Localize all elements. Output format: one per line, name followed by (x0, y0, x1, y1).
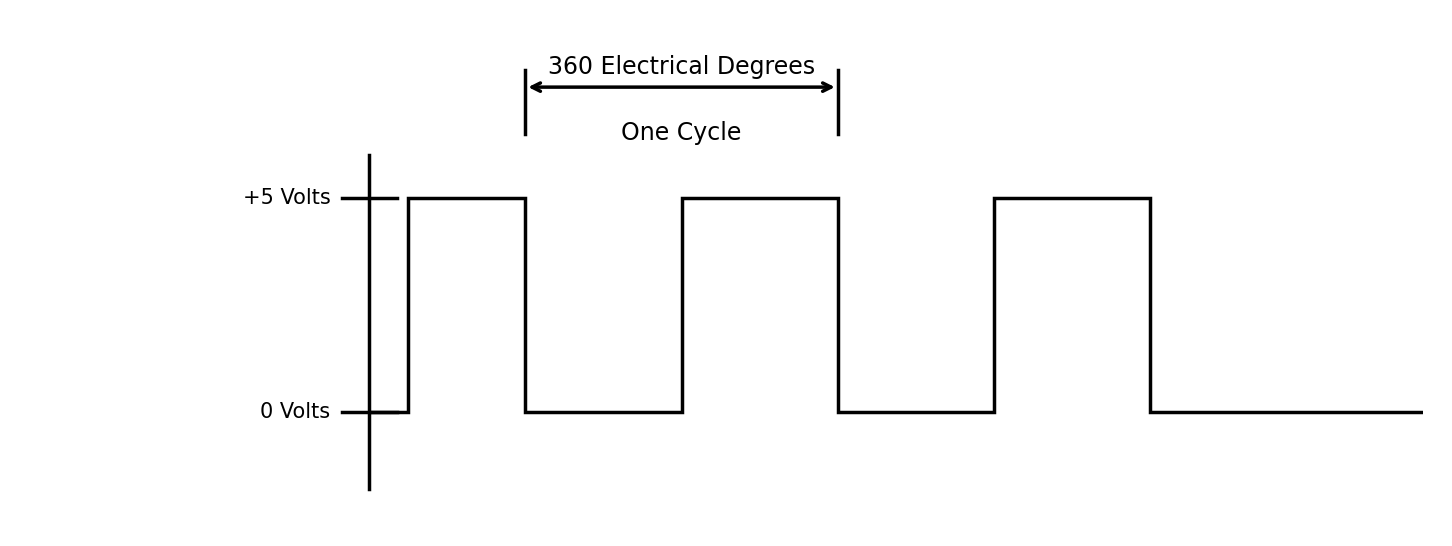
Text: 360 Electrical Degrees: 360 Electrical Degrees (547, 55, 815, 79)
Text: One Cycle: One Cycle (621, 121, 742, 145)
Text: 0 Volts: 0 Volts (260, 402, 331, 422)
Text: +5 Volts: +5 Volts (242, 188, 331, 208)
